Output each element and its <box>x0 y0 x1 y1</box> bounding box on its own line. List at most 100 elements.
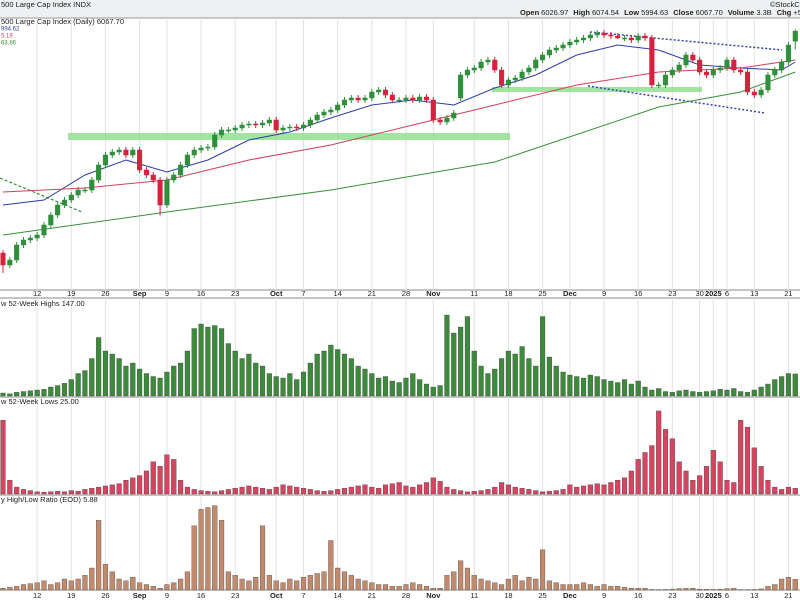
bar <box>130 577 136 591</box>
bar <box>581 582 587 591</box>
bar <box>328 540 334 591</box>
candle-body <box>751 91 757 96</box>
bar <box>82 370 88 397</box>
legend-value: 994.62 <box>1 27 20 33</box>
candle-body <box>669 69 675 76</box>
x-tick-label: 28 <box>402 591 410 600</box>
bar <box>355 365 361 397</box>
candle-body <box>437 119 443 123</box>
x-tick-label: 9 <box>602 289 606 298</box>
x-tick-label: 19 <box>67 289 75 298</box>
bar <box>635 459 641 495</box>
bar <box>362 580 368 591</box>
x-tick-label: 2025 <box>705 591 722 600</box>
candle-body <box>485 59 491 63</box>
bar <box>82 489 88 495</box>
bar <box>362 368 368 397</box>
bar <box>464 316 470 397</box>
bar <box>430 477 436 495</box>
bar <box>280 377 286 397</box>
bar <box>587 374 593 397</box>
candle-body <box>48 214 54 226</box>
bar <box>171 459 177 495</box>
bar <box>417 379 423 397</box>
bar <box>307 362 313 397</box>
bar <box>669 588 675 591</box>
bar <box>348 358 354 397</box>
bar <box>533 490 539 495</box>
bar <box>123 365 129 397</box>
bar <box>34 491 40 495</box>
bar <box>492 368 498 397</box>
bar <box>540 491 546 495</box>
candle-body <box>171 174 177 181</box>
bar <box>608 380 614 397</box>
bar <box>642 452 648 495</box>
bar <box>785 577 791 591</box>
x-tick-label: 6 <box>725 289 729 298</box>
candle-body <box>157 179 163 206</box>
chart-title: 500 Large Cap Index INDX <box>1 0 91 9</box>
bar <box>779 489 785 495</box>
candle-body <box>710 69 716 76</box>
bar <box>232 488 238 495</box>
bar <box>198 323 204 397</box>
candle-body <box>423 96 430 101</box>
bar <box>48 386 54 397</box>
bar <box>0 392 6 397</box>
bar <box>27 490 33 495</box>
bar <box>75 578 81 591</box>
bar <box>437 385 443 397</box>
bar <box>437 481 443 495</box>
bar <box>341 488 348 495</box>
candle-body <box>280 127 286 131</box>
bar <box>492 486 498 495</box>
candle-body <box>594 32 600 36</box>
bar <box>89 567 95 591</box>
bar <box>362 484 368 495</box>
bar <box>594 376 600 397</box>
bar <box>785 373 791 397</box>
bar <box>621 477 628 495</box>
bar <box>239 486 245 495</box>
bar <box>266 489 272 495</box>
bar <box>287 373 293 397</box>
bar <box>792 488 798 495</box>
candle-body <box>20 239 27 246</box>
bar <box>143 373 149 397</box>
stat-value: 3.3B <box>756 8 771 17</box>
candle-body <box>567 41 573 46</box>
bar <box>519 346 525 397</box>
bar <box>348 575 354 591</box>
bar <box>512 575 518 591</box>
bar <box>259 365 266 397</box>
candle-body <box>89 179 95 191</box>
bar <box>526 577 532 591</box>
bar <box>635 380 641 397</box>
candle-body <box>533 59 539 69</box>
x-tick-label: 25 <box>538 591 546 600</box>
bar <box>615 586 621 591</box>
bar <box>758 386 764 397</box>
trend-line <box>587 85 766 114</box>
bar <box>239 578 245 591</box>
bar <box>294 580 300 591</box>
candle-body <box>273 119 279 131</box>
bar <box>683 588 689 591</box>
bar <box>48 584 54 591</box>
x-tick-label: 28 <box>402 289 410 298</box>
candle-body <box>219 129 225 136</box>
candle-body <box>109 151 115 156</box>
bar <box>772 379 778 397</box>
candle-body <box>662 74 669 86</box>
candle-body <box>574 39 580 43</box>
x-tick-label: 9 <box>165 289 169 298</box>
x-tick-label: 14 <box>333 289 341 298</box>
candle-body <box>212 134 218 148</box>
bar <box>68 580 74 591</box>
bar <box>96 337 102 397</box>
bar <box>656 410 662 495</box>
bar <box>499 358 505 397</box>
bar <box>703 466 710 495</box>
bar <box>191 525 197 591</box>
